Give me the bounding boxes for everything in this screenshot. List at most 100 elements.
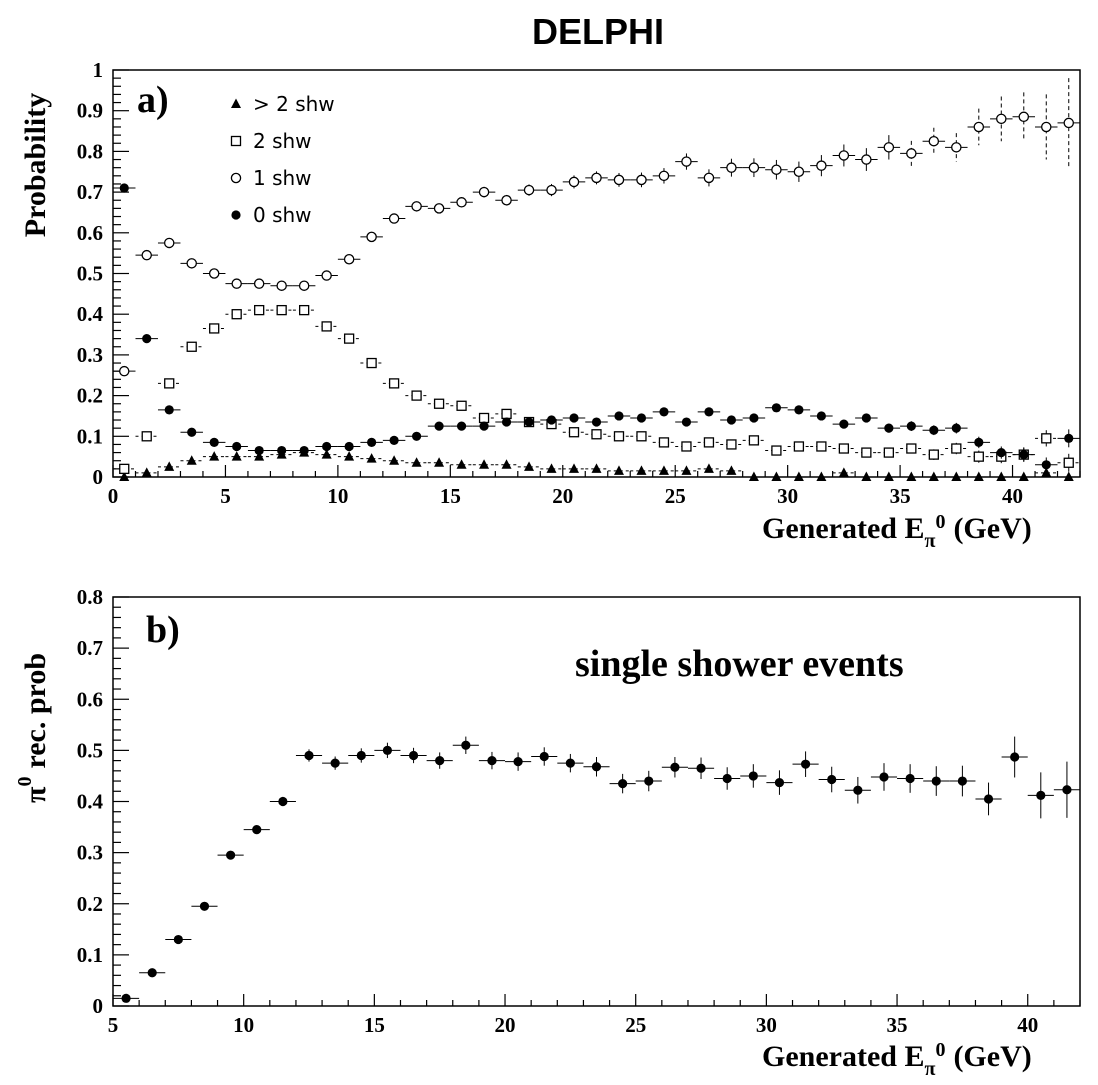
panel-b-circle-filled-point: [827, 774, 837, 785]
panel-a-square-point: [321, 321, 332, 332]
panel-a-circle-filled-point: [411, 431, 422, 441]
panel-a-triangle-point: [501, 459, 512, 469]
panel-a-triangle-point: [636, 465, 647, 475]
panel-a-triangle-point: [231, 451, 242, 461]
panel-b-circle-filled-point: [487, 756, 497, 766]
panel-a-circle-open-point: [883, 142, 895, 153]
panel-b-circle-filled-point: [147, 968, 157, 978]
panel-b-circle-filled-point: [513, 757, 523, 767]
panel-a-square-point: [681, 441, 692, 452]
panel-a-series-2-shw: [113, 447, 1080, 481]
panel-a-triangle-point: [569, 463, 580, 473]
panel-b-circle-filled-point: [408, 750, 419, 761]
legend-marker-point: [230, 135, 242, 147]
panel-a-square-point: [164, 378, 175, 389]
panel-a-circle-filled-point: [501, 417, 512, 427]
panel-a-y-tick-label: 0.6: [77, 221, 103, 245]
panel-b-circle-filled-point: [879, 772, 889, 782]
panel-b-x-tick-label: 20: [495, 1013, 516, 1037]
panel-a-square-point: [411, 390, 422, 401]
panel-a-circle-filled-point: [209, 437, 219, 448]
panel-a-x-tick-label: 25: [665, 484, 686, 508]
panel-a-triangle-point: [524, 461, 535, 471]
panel-b-circle-filled-point: [1036, 790, 1046, 800]
panel-b-y-tick-label: 0.8: [77, 585, 103, 609]
panel-b-y-tick-label: 0.7: [77, 636, 103, 660]
panel-a-circle-open-point: [501, 194, 512, 206]
panel-a-circle-open-point: [186, 258, 197, 269]
panel-a-square-point: [186, 341, 197, 352]
panel-b-circle-filled-point: [618, 779, 628, 789]
panel-a-circle-open-point: [928, 135, 940, 147]
panel-b-circle-filled-point: [539, 751, 549, 762]
panel-a-circle-filled-point: [636, 413, 647, 423]
panel-b-circle-filled-point: [278, 796, 288, 807]
panel-b-circle-filled-point: [670, 762, 680, 772]
panel-b-x-axis-title-sub: π: [924, 1058, 935, 1080]
panel-a: 0 5 10 15 20 25 30 35 4000.10.20.30.40.50.60.70.…: [19, 58, 1081, 552]
panel-a-square-point: [793, 441, 805, 452]
panel-a-triangle-point: [186, 455, 197, 465]
panel-b-circle-filled-point: [330, 758, 340, 768]
panel-b-circle-filled-point: [800, 759, 811, 769]
panel-b-series-main: [113, 736, 1080, 1003]
panel-b-label: b): [146, 609, 180, 651]
panel-a-circle-open-point: [456, 197, 467, 208]
panel-b-y-tick-label: 0.4: [77, 790, 104, 814]
panel-a-circle-open-point: [703, 172, 715, 184]
panel-a-circle-open-point: [298, 280, 310, 291]
panel-b-y-tick-label: 0.3: [77, 841, 103, 865]
panel-a-x-axis-title-unit: (GeV): [953, 512, 1031, 545]
panel-a-circle-open-point: [658, 170, 670, 182]
panel-a-square-point: [254, 304, 265, 316]
panel-a-triangle-point: [434, 457, 445, 467]
panel-a-square-point: [816, 441, 827, 452]
panel-a-circle-open-point: [973, 121, 985, 133]
panel-a-circle-filled-point: [906, 421, 916, 431]
panel-a-legend: > 2 shw 2 shw 1 shw 0 shw: [230, 92, 335, 227]
panel-a-triangle-point: [411, 457, 422, 467]
panel-b-circle-filled-point: [722, 773, 732, 784]
panel-a-triangle-point: [793, 471, 804, 481]
panel-a-circle-open-point: [996, 113, 1007, 125]
panel-a-circle-filled-point: [232, 441, 242, 452]
panel-a-square-point: [726, 439, 737, 450]
panel-a-y-tick-label: 0.3: [77, 343, 103, 367]
panel-a-triangle-point: [703, 463, 714, 473]
legend-label: 0 shw: [253, 203, 312, 227]
panel-a-circle-filled-point: [839, 419, 849, 429]
panel-b-x-axis-title-sup: 0: [935, 1039, 945, 1061]
panel-a-x-tick-label: 20: [552, 484, 573, 508]
panel-a-circle-open-point: [1063, 117, 1075, 129]
panel-a-triangle-point: [996, 471, 1007, 481]
panel-a-triangle-point: [928, 471, 939, 481]
panel-a-triangle-point: [546, 463, 557, 473]
panel-a-triangle-point: [1041, 467, 1052, 477]
figure-title: DELPHI: [532, 11, 664, 52]
panel-a-y-axis-title: Probability: [19, 93, 52, 237]
panel-a-x-tick-label: 5: [220, 484, 231, 508]
panel-a-circle-open-point: [478, 186, 490, 198]
panel-b-y-tick-label: 0.1: [77, 943, 103, 967]
panel-a-circle-filled-point: [524, 417, 534, 427]
panel-a-y-tick-label: 0.8: [77, 139, 103, 163]
panel-a-square-point: [838, 443, 850, 454]
panel-a-x-tick-label: 30: [777, 484, 798, 508]
panel-a-circle-filled-point: [1064, 433, 1074, 443]
panel-a-square-point: [613, 431, 625, 442]
panel-a-circle-open-point: [816, 160, 827, 171]
panel-a-circle-filled-point: [861, 413, 871, 423]
panel-a-x-axis-title-main: Generated E: [762, 512, 924, 545]
panel-a-circle-filled-point: [974, 437, 984, 448]
panel-b-y-axis-title-sup: 0: [14, 777, 36, 787]
panel-a-square-point: [771, 445, 782, 456]
panel-a-circle-open-point: [546, 184, 557, 196]
panel-b-circle-filled-point: [304, 750, 314, 761]
panel-a-circle-open-point: [433, 203, 445, 214]
panel-a-x-tick-label: 10: [327, 484, 348, 508]
panel-a-circle-open-point: [231, 278, 242, 289]
panel-a-square-point: [951, 443, 962, 454]
panel-a-square-point: [883, 447, 894, 458]
panel-b-y-tick-label: 0: [93, 994, 104, 1018]
panel-a-x-tick-label: 15: [440, 484, 461, 508]
